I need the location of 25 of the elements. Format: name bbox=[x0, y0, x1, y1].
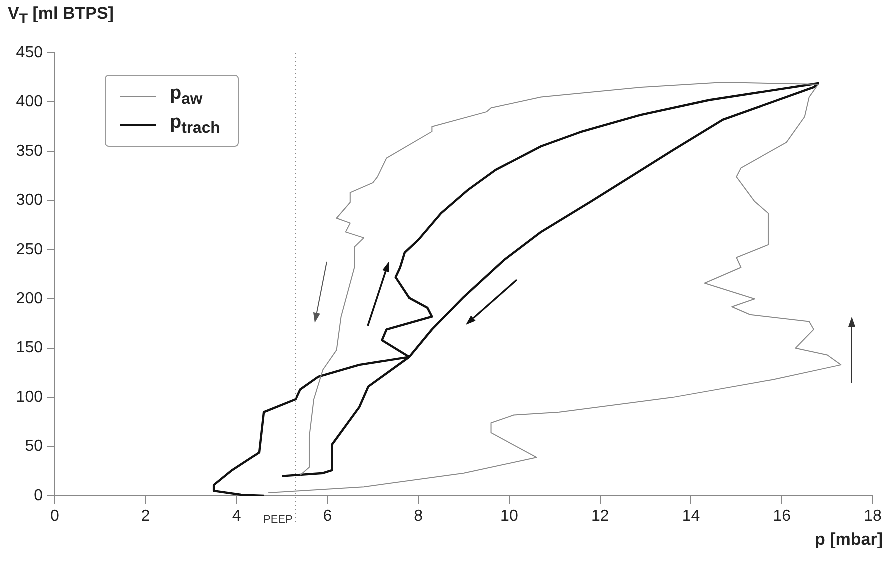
x-tick-label: 8 bbox=[414, 508, 424, 526]
y-tick-label: 250 bbox=[16, 241, 44, 258]
x-tick-label: 18 bbox=[864, 508, 882, 526]
x-tick-label: 0 bbox=[50, 508, 60, 526]
x-tick-label: 16 bbox=[773, 508, 792, 526]
x-tick-label: 12 bbox=[591, 508, 610, 526]
y-tick-label: 450 bbox=[16, 44, 44, 62]
y-tick-label: 50 bbox=[25, 438, 44, 456]
x-tick-label: 6 bbox=[323, 508, 332, 526]
x-tick-label: 4 bbox=[232, 508, 242, 526]
x-tick-label: 10 bbox=[500, 508, 518, 526]
y-tick-label: 350 bbox=[16, 142, 44, 160]
x-axis-title: p [mbar] bbox=[815, 530, 883, 550]
legend-label: p$_{trach}$ bbox=[170, 110, 220, 139]
y-tick-label: 0 bbox=[34, 487, 44, 504]
y-axis-title: V$_{T}$ [ml BTPS] bbox=[8, 4, 114, 28]
ref-line-label: PEEP bbox=[263, 514, 293, 526]
y-tick-label: 400 bbox=[16, 94, 44, 111]
y-tick-label: 200 bbox=[16, 290, 44, 308]
x-tick-label: 14 bbox=[682, 508, 700, 526]
x-tick-label: 2 bbox=[141, 508, 150, 526]
y-tick-label: 150 bbox=[16, 340, 44, 357]
y-tick-label: 300 bbox=[16, 192, 44, 210]
legend-label: p$_{aw}$ bbox=[170, 82, 203, 110]
y-tick-label: 100 bbox=[16, 388, 44, 406]
